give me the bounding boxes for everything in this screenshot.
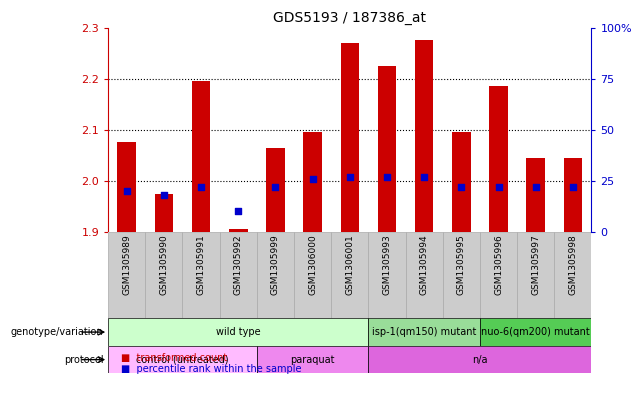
- Bar: [340, 43, 359, 232]
- Bar: [108, 232, 145, 318]
- Bar: [563, 158, 582, 232]
- Point: [494, 184, 504, 190]
- Text: GSM1305998: GSM1305998: [569, 235, 577, 295]
- Bar: [378, 66, 396, 232]
- Title: GDS5193 / 187386_at: GDS5193 / 187386_at: [273, 11, 426, 25]
- Bar: [108, 346, 257, 373]
- Point: [530, 184, 541, 190]
- Text: ■  transformed count: ■ transformed count: [121, 353, 227, 364]
- Bar: [145, 232, 183, 318]
- Text: nuo-6(qm200) mutant: nuo-6(qm200) mutant: [481, 327, 590, 337]
- Point: [233, 208, 244, 215]
- Point: [568, 184, 578, 190]
- Bar: [368, 232, 406, 318]
- Text: GSM1305994: GSM1305994: [420, 235, 429, 295]
- Point: [345, 174, 355, 180]
- Bar: [480, 232, 517, 318]
- Bar: [229, 229, 247, 232]
- Bar: [118, 142, 136, 232]
- Text: GSM1305993: GSM1305993: [382, 235, 392, 295]
- Bar: [452, 132, 471, 232]
- Text: GSM1306001: GSM1306001: [345, 235, 354, 295]
- Bar: [368, 318, 480, 346]
- Bar: [108, 318, 368, 346]
- Bar: [294, 232, 331, 318]
- Point: [159, 192, 169, 198]
- Bar: [183, 232, 219, 318]
- Bar: [517, 232, 555, 318]
- Bar: [219, 232, 257, 318]
- Bar: [555, 232, 591, 318]
- Bar: [257, 232, 294, 318]
- Bar: [192, 81, 211, 232]
- Text: GSM1305992: GSM1305992: [234, 235, 243, 295]
- Text: ■  percentile rank within the sample: ■ percentile rank within the sample: [121, 364, 301, 375]
- Text: GSM1305995: GSM1305995: [457, 235, 466, 295]
- Text: GSM1305997: GSM1305997: [531, 235, 540, 295]
- Point: [419, 174, 429, 180]
- Bar: [489, 86, 508, 232]
- Bar: [480, 318, 591, 346]
- Text: GSM1305989: GSM1305989: [122, 235, 131, 295]
- Bar: [368, 346, 591, 373]
- Text: control (untreated): control (untreated): [136, 354, 229, 365]
- Text: genotype/variation: genotype/variation: [11, 327, 103, 337]
- Text: GSM1305996: GSM1305996: [494, 235, 503, 295]
- Text: GSM1306000: GSM1306000: [308, 235, 317, 295]
- Bar: [527, 158, 545, 232]
- Bar: [406, 232, 443, 318]
- Text: n/a: n/a: [472, 354, 488, 365]
- Point: [308, 176, 318, 182]
- Text: isp-1(qm150) mutant: isp-1(qm150) mutant: [372, 327, 476, 337]
- Bar: [331, 232, 368, 318]
- Bar: [415, 40, 434, 232]
- Bar: [257, 346, 368, 373]
- Text: protocol: protocol: [64, 354, 103, 365]
- Text: wild type: wild type: [216, 327, 261, 337]
- Text: GSM1305991: GSM1305991: [197, 235, 205, 295]
- Point: [382, 174, 392, 180]
- Bar: [266, 147, 285, 232]
- Bar: [155, 193, 173, 232]
- Point: [456, 184, 466, 190]
- Text: paraquat: paraquat: [291, 354, 335, 365]
- Text: GSM1305999: GSM1305999: [271, 235, 280, 295]
- Bar: [303, 132, 322, 232]
- Bar: [443, 232, 480, 318]
- Text: GSM1305990: GSM1305990: [160, 235, 169, 295]
- Point: [196, 184, 206, 190]
- Point: [121, 188, 132, 194]
- Point: [270, 184, 280, 190]
